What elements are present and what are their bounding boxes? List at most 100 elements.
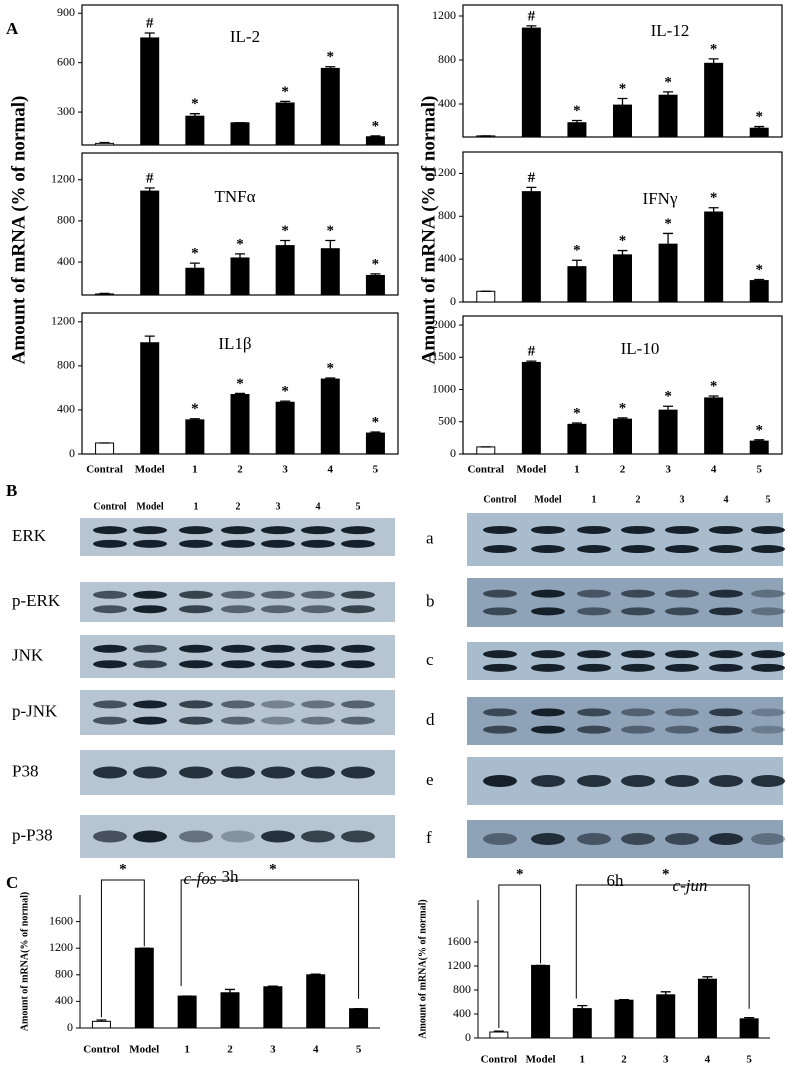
chart-title: IL-12 bbox=[651, 21, 690, 40]
lane-label: 2 bbox=[636, 494, 641, 505]
band bbox=[531, 607, 565, 616]
significance-marker: * bbox=[191, 96, 199, 112]
band bbox=[483, 775, 517, 787]
bar bbox=[658, 243, 678, 303]
panel-label: A bbox=[6, 19, 19, 38]
bar bbox=[177, 995, 197, 1029]
band bbox=[261, 539, 295, 548]
y-tick-label: 0 bbox=[67, 1020, 73, 1034]
y-tick-label: 1200 bbox=[51, 172, 75, 186]
significance-marker: * bbox=[269, 861, 277, 877]
x-tick-label: 2 bbox=[620, 464, 626, 476]
error-bar bbox=[754, 278, 765, 281]
y-tick-label: 800 bbox=[57, 213, 75, 227]
significance-marker: * bbox=[236, 236, 244, 252]
band bbox=[221, 716, 255, 725]
band bbox=[483, 833, 517, 845]
band bbox=[577, 833, 611, 845]
error-bar bbox=[144, 32, 155, 38]
band bbox=[179, 660, 213, 669]
band bbox=[93, 539, 127, 548]
significance-marker: * bbox=[755, 262, 763, 278]
bar bbox=[749, 127, 769, 138]
band bbox=[665, 708, 699, 717]
significance-marker: * bbox=[573, 103, 581, 119]
blot bbox=[80, 690, 395, 735]
significance-marker: * bbox=[372, 414, 380, 430]
band bbox=[665, 589, 699, 598]
band bbox=[221, 605, 255, 614]
bar bbox=[140, 342, 160, 455]
x-tick-label: 5 bbox=[373, 464, 379, 476]
y-tick-label: 300 bbox=[57, 104, 75, 118]
error-bar bbox=[144, 187, 155, 192]
bar bbox=[739, 1018, 759, 1039]
bar bbox=[613, 418, 632, 455]
y-tick-label: 400 bbox=[57, 254, 75, 268]
blot bbox=[467, 578, 783, 627]
significance-marker: * bbox=[191, 246, 199, 262]
band bbox=[93, 526, 127, 535]
bar bbox=[185, 115, 205, 146]
significance-marker: * bbox=[664, 389, 672, 405]
bar bbox=[521, 27, 541, 138]
blot-label: P38 bbox=[12, 761, 38, 780]
y-axis-label: Amount of mRNA(% of normal) bbox=[19, 892, 30, 1031]
band bbox=[93, 605, 127, 614]
band bbox=[577, 775, 611, 787]
lane-label: Model bbox=[136, 501, 163, 512]
significance-marker: * bbox=[755, 422, 763, 438]
panel-label: B bbox=[6, 481, 17, 500]
band bbox=[221, 830, 255, 843]
y-tick-label: 0 bbox=[69, 446, 75, 460]
band bbox=[261, 660, 295, 669]
band bbox=[133, 526, 167, 535]
time-label: 3h bbox=[222, 867, 240, 886]
y-axis-label: Amount of mRNA (% of normal) bbox=[8, 96, 29, 365]
band bbox=[221, 644, 255, 653]
chart-title: IL1β bbox=[218, 334, 251, 353]
band bbox=[577, 545, 611, 554]
blot bbox=[80, 518, 395, 556]
band bbox=[709, 725, 743, 734]
band bbox=[261, 716, 295, 725]
x-tick-label: 5 bbox=[746, 1054, 752, 1066]
band bbox=[301, 644, 335, 653]
band bbox=[577, 663, 611, 672]
x-tick-label: 5 bbox=[756, 464, 762, 476]
y-tick-label: 800 bbox=[438, 52, 456, 66]
bar bbox=[95, 442, 115, 455]
significance-marker: * bbox=[755, 109, 763, 125]
band bbox=[665, 545, 699, 554]
blot-label: d bbox=[426, 710, 435, 729]
bar bbox=[140, 190, 160, 296]
significance-marker: * bbox=[191, 401, 199, 417]
error-bar bbox=[571, 119, 582, 123]
band bbox=[133, 539, 167, 548]
band bbox=[665, 833, 699, 845]
band bbox=[133, 590, 167, 599]
y-tick-label: 400 bbox=[438, 96, 456, 110]
band bbox=[709, 708, 743, 717]
bar bbox=[275, 245, 295, 296]
band bbox=[261, 700, 295, 709]
error-bar bbox=[708, 207, 719, 212]
blot bbox=[467, 697, 783, 745]
band bbox=[531, 650, 565, 659]
y-tick-label: 0 bbox=[450, 446, 456, 460]
band bbox=[341, 526, 375, 535]
band bbox=[261, 830, 295, 843]
error-bar bbox=[144, 335, 155, 343]
bracket bbox=[100, 879, 145, 1018]
band bbox=[483, 545, 517, 554]
band bbox=[577, 589, 611, 598]
error-bar bbox=[617, 97, 628, 106]
band bbox=[483, 589, 517, 598]
band bbox=[301, 716, 335, 725]
y-tick-label: 400 bbox=[57, 402, 75, 416]
error-bar bbox=[526, 25, 537, 29]
bar bbox=[230, 394, 250, 455]
band bbox=[93, 644, 127, 653]
band bbox=[621, 833, 655, 845]
x-tick-label: 4 bbox=[328, 464, 334, 476]
